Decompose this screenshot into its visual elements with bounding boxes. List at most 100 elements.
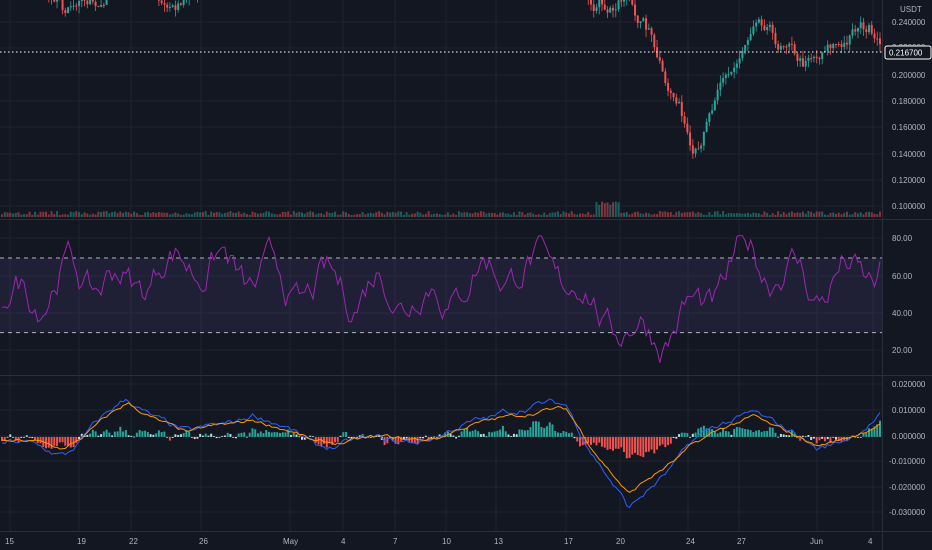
macd-hist-bar xyxy=(777,436,780,438)
volume-bar xyxy=(543,212,546,217)
macd-hist-bar xyxy=(411,436,414,443)
macd-hist-bar xyxy=(507,434,510,437)
volume-bar xyxy=(100,211,103,217)
candle-body xyxy=(832,44,835,49)
time-tick-4: May xyxy=(283,537,298,546)
volume-bar xyxy=(53,213,56,217)
macd-hist-bar xyxy=(218,436,221,438)
volume-bar xyxy=(636,211,639,217)
volume-bar xyxy=(521,212,524,217)
volume-bar xyxy=(245,214,248,217)
price-panel[interactable] xyxy=(0,0,882,217)
macd-hist-bar xyxy=(416,436,419,444)
volume-bar xyxy=(149,213,152,217)
candle-body xyxy=(724,74,727,79)
volume-bar xyxy=(375,212,378,217)
macd-hist-bar xyxy=(656,436,659,450)
macd-hist-bar xyxy=(810,436,813,440)
macd-hist-bar xyxy=(639,436,642,457)
macd-panel[interactable] xyxy=(1,398,881,509)
price-axis[interactable]: USDT 0.240000 0.220000 0.200000 0.180000… xyxy=(884,5,932,211)
macd-hist-bar xyxy=(174,434,177,437)
volume-bar xyxy=(661,211,664,217)
macd-hist-bar xyxy=(821,436,824,439)
macd-hist-bar xyxy=(623,436,626,452)
macd-hist-bar xyxy=(438,434,441,437)
macd-hist-bar xyxy=(146,432,149,437)
macd-hist-bar xyxy=(752,432,755,437)
macd-hist-bar xyxy=(278,432,281,437)
candle-body xyxy=(705,121,708,132)
macd-hist-bar xyxy=(424,435,427,437)
volume-bar xyxy=(438,214,441,217)
volume-bar xyxy=(372,213,375,217)
macd-hist-bar xyxy=(171,436,174,438)
candle-body xyxy=(658,57,661,61)
time-tick-12: 27 xyxy=(737,537,746,546)
macd-hist-bar xyxy=(397,436,400,445)
macd-hist-bar xyxy=(83,435,86,437)
candle-body xyxy=(744,44,747,51)
time-tick-1: 19 xyxy=(77,537,86,546)
macd-hist-bar xyxy=(199,433,202,437)
macd-hist-bar xyxy=(61,436,64,443)
volume-bar xyxy=(455,214,458,217)
macd-hist-bar xyxy=(683,432,686,437)
volume-bar xyxy=(722,211,725,217)
candle-body xyxy=(102,5,105,7)
macd-hist-bar xyxy=(138,429,141,437)
rsi-axis[interactable]: 80.00 60.00 40.00 20.00 xyxy=(892,234,913,355)
macd-hist-bar xyxy=(444,432,447,437)
macd-hist-bar xyxy=(221,436,224,437)
signal-line xyxy=(1,402,881,494)
macd-hist-bar xyxy=(468,431,471,437)
macd-hist-bar xyxy=(746,429,749,437)
macd-axis[interactable]: 0.020000 0.010000 0.000000 -0.010000 -0.… xyxy=(889,380,926,517)
macd-hist-bar xyxy=(625,436,628,459)
macd-hist-bar xyxy=(763,431,766,437)
macd-hist-bar xyxy=(144,430,147,437)
macd-hist-bar xyxy=(289,434,292,437)
candle-body xyxy=(812,56,815,59)
time-tick-10: 20 xyxy=(616,537,625,546)
macd-hist-bar xyxy=(738,427,741,437)
volume-bar xyxy=(259,213,262,217)
macd-hist-bar xyxy=(642,436,645,458)
volume-bar xyxy=(152,211,155,217)
macd-hist-bar xyxy=(328,436,331,443)
volume-bar xyxy=(86,213,89,217)
volume-bar xyxy=(490,213,493,217)
macd-hist-bar xyxy=(56,436,59,446)
macd-hist-bar xyxy=(570,432,573,437)
macd-hist-bar xyxy=(449,434,452,437)
macd-hist-bar xyxy=(482,433,485,437)
volume-bar xyxy=(449,214,452,217)
macd-hist-bar xyxy=(6,436,9,438)
macd-hist-bar xyxy=(636,436,639,456)
volume-bar xyxy=(42,211,45,217)
volume-bar xyxy=(785,214,788,217)
candle-body xyxy=(796,53,799,61)
macd-hist-bar xyxy=(733,428,736,437)
macd-hist-bar xyxy=(826,436,829,440)
volume-bar xyxy=(119,211,122,217)
macd-hist-bar xyxy=(111,435,114,437)
rsi-panel[interactable] xyxy=(0,235,882,363)
time-axis[interactable]: 15 19 22 26 May 4 7 10 13 17 20 24 27 Ju… xyxy=(5,537,873,546)
volume-bar xyxy=(276,214,279,217)
macd-tick-1: 0.010000 xyxy=(892,406,926,415)
volume-bar xyxy=(243,212,246,217)
candle-body xyxy=(631,0,634,5)
candle-body xyxy=(719,82,722,90)
macd-hist-bar xyxy=(232,436,235,438)
volume-bar xyxy=(356,214,359,217)
volume-bar xyxy=(424,213,427,217)
volume-bar xyxy=(691,211,694,217)
price-candles xyxy=(48,0,881,159)
macd-hist-bar xyxy=(587,436,590,444)
volume-bar xyxy=(578,213,581,217)
volume-bar xyxy=(237,211,240,217)
macd-hist-bar xyxy=(724,431,727,437)
candle-body xyxy=(67,7,70,14)
